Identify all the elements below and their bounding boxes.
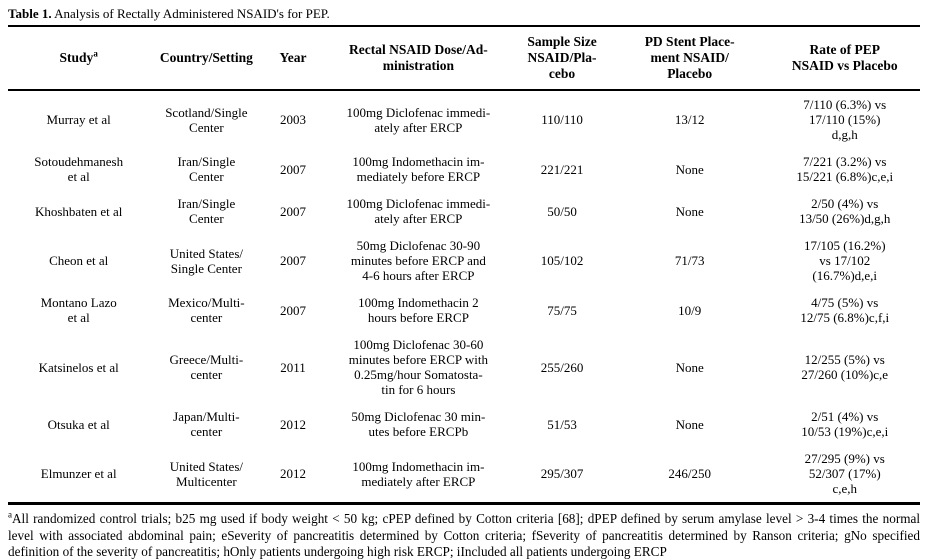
table-cell: 100mg Indomethacin im- mediately after E… xyxy=(352,458,485,489)
table-cell: 100mg Indomethacin 2 hours before ERCP xyxy=(358,295,479,325)
col-header-sample-size: Sample Size NSAID/Pla- cebo xyxy=(514,27,610,91)
table-row: Elmunzer et al United States/ Multicenter… xyxy=(8,445,920,504)
table-cell: Greece/Multi- center xyxy=(169,352,244,382)
table-cell: 2007 xyxy=(279,302,306,318)
table-cell: 100mg Indomethacin im- mediately before … xyxy=(352,154,485,184)
table-caption: Table 1. Analysis of Rectally Administer… xyxy=(8,0,920,27)
table-cell: None xyxy=(675,359,704,375)
table-cell: 2003 xyxy=(279,112,306,127)
table-cell: 100mg Diclofenac immedi- ately after ERC… xyxy=(346,104,491,135)
table-cell: 50mg Diclofenac 30 min- utes before ERCP… xyxy=(351,409,486,439)
table-cell: Scotland/Single Center xyxy=(165,104,248,135)
table-cell: 71/73 xyxy=(674,253,705,268)
table-row: Montano Lazo et al Mexico/Multi- center 20… xyxy=(8,289,920,331)
table-row: Katsinelos et al Greece/Multi- center 2011… xyxy=(8,331,920,403)
col-header-dose: Rectal NSAID Dose/Ad- ministration xyxy=(322,27,515,91)
footnote-superscript: a xyxy=(8,509,12,520)
table-cell: 2/50 (4%) vs 13/50 (26%)d,g,h xyxy=(799,196,891,226)
table-cell: Japan/Multi- center xyxy=(173,409,240,439)
table-cell: Khoshbaten et al xyxy=(34,203,123,219)
col-header-pd-stent: PD Stent Place- ment NSAID/ Placebo xyxy=(609,27,770,91)
table-cell: 2011 xyxy=(280,359,306,375)
table-cell: 100mg Diclofenac 30-60 minutes before ER… xyxy=(348,337,489,397)
header-row: Studya Country/Setting Year Rectal NSAID… xyxy=(8,27,920,91)
footnotes: aAll randomized control trials; b25 mg u… xyxy=(8,509,920,560)
table-cell: 221/221 xyxy=(540,161,584,177)
table-cell: 13/12 xyxy=(674,112,705,127)
table-cell: United States/ Single Center xyxy=(169,245,243,276)
nsaid-pep-table: Studya Country/Setting Year Rectal NSAID… xyxy=(8,27,920,505)
table-cell: United States/ Multicenter xyxy=(169,458,243,489)
table-row: Otsuka et al Japan/Multi- center 2012 50mg … xyxy=(8,403,920,445)
table-cell: Elmunzer et al xyxy=(40,466,117,481)
table-cell: 2012 xyxy=(279,416,306,432)
table-cell: 17/105 (16.2%) vs 17/102 (16.7%)d,e,i xyxy=(803,238,886,283)
table-cell: Iran/Single Center xyxy=(177,196,236,226)
table-cell: 12/255 (5%) vs 27/260 (10%)c,e xyxy=(801,352,889,382)
table-cell: 7/221 (3.2%) vs 15/221 (6.8%)c,e,i xyxy=(796,154,894,184)
table-row: Cheon et al United States/ Single Center 2… xyxy=(8,232,920,289)
table-cell: 2012 xyxy=(279,466,306,481)
table-cell: Murray et al xyxy=(46,112,111,127)
table-cell: 100mg Diclofenac immedi- ately after ERC… xyxy=(346,196,491,226)
table-cell: Mexico/Multi- center xyxy=(168,295,245,325)
table-row: Khoshbaten et al Iran/Single Center 2007 10… xyxy=(8,190,920,232)
table-row: Sotoudehmanesh et al Iran/Single Center 20… xyxy=(8,148,920,190)
col-header-country: Country/Setting xyxy=(149,27,264,91)
table-cell: 255/260 xyxy=(540,359,584,375)
table-cell: Montano Lazo et al xyxy=(40,295,117,325)
col-header-rate-pep: Rate of PEP NSAID vs Placebo xyxy=(769,27,920,91)
table-cell: 2007 xyxy=(279,161,306,177)
table-cell: Sotoudehmanesh et al xyxy=(34,154,124,184)
table-cell: 50mg Diclofenac 30-90 minutes before ERC… xyxy=(350,238,486,283)
table-cell: Iran/Single Center xyxy=(177,154,236,184)
table-cell: 2/51 (4%) vs 10/53 (19%)c,e,i xyxy=(801,409,889,439)
table-cell: None xyxy=(675,203,704,219)
table-cell: Cheon et al xyxy=(49,253,109,268)
table-cell: 50/50 xyxy=(547,203,577,219)
table-cell: 7/110 (6.3%) vs 17/110 (15%) d,g,h xyxy=(803,97,887,142)
table-cell: 110/110 xyxy=(541,112,583,127)
table-cell: 10/9 xyxy=(678,302,702,318)
table-cell: 295/307 xyxy=(540,466,584,481)
table-cell: 51/53 xyxy=(547,416,577,432)
table-cell: 105/102 xyxy=(540,253,584,268)
table-cell: None xyxy=(675,416,704,432)
table-cell: 246/250 xyxy=(668,466,711,481)
table-page: Table 1. Analysis of Rectally Administer… xyxy=(8,0,920,560)
table-caption-text: Analysis of Rectally Administered NSAID'… xyxy=(51,6,330,21)
table-cell: Otsuka et al xyxy=(47,416,110,432)
footnote-text: All randomized control trials; b25 mg us… xyxy=(8,511,920,559)
table-header: Studya Country/Setting Year Rectal NSAID… xyxy=(8,27,920,91)
table-caption-label: Table 1. xyxy=(8,6,52,21)
table-cell: 2007 xyxy=(279,203,306,219)
table-cell: 4/75 (5%) vs 12/75 (6.8%)c,f,i xyxy=(800,295,890,325)
table-body: Murray et al Scotland/Single Center 2003 10… xyxy=(8,90,920,504)
col-header-study: Studya xyxy=(8,27,150,91)
table-cell: 75/75 xyxy=(547,302,577,318)
table-cell: 2007 xyxy=(279,253,306,268)
table-cell: 27/295 (9%) vs 52/307 (17%) c,e,h xyxy=(804,451,885,496)
col-header-year: Year xyxy=(263,27,323,91)
table-cell: None xyxy=(675,161,704,177)
study-superscript: a xyxy=(93,48,98,59)
table-cell: Katsinelos et al xyxy=(38,359,119,375)
table-row: Murray et al Scotland/Single Center 2003 10… xyxy=(8,90,920,148)
